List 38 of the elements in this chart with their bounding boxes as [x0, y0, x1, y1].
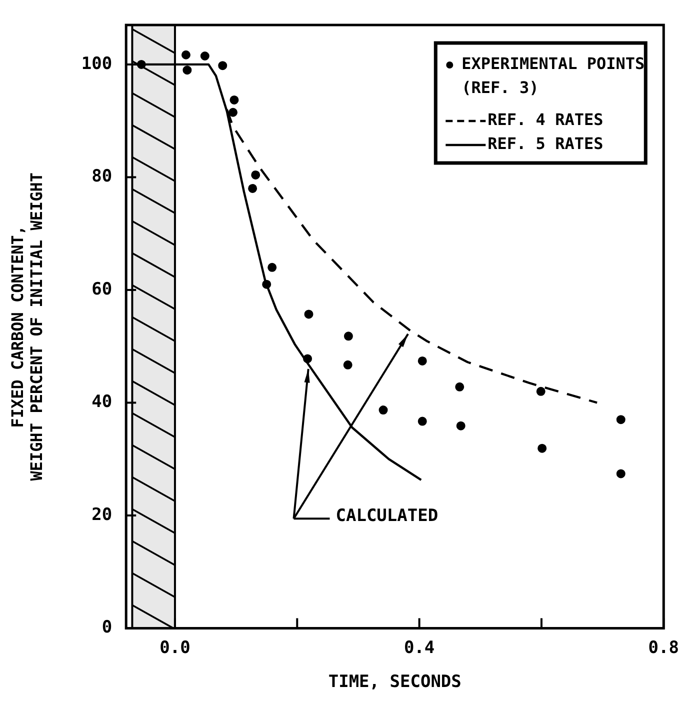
- point: [616, 469, 626, 478]
- point: [181, 50, 190, 60]
- y-tick-label: 40: [92, 392, 112, 412]
- point: [268, 262, 277, 272]
- point: [538, 444, 547, 453]
- legend-label: REF. 5 RATES: [488, 134, 604, 154]
- point: [248, 184, 258, 193]
- point: [378, 406, 388, 415]
- y-tick-label: 80: [92, 166, 112, 187]
- point: [344, 332, 353, 341]
- x-axis-title: TIME, SECONDS: [328, 672, 462, 692]
- y-axis-title: FIXED CARBON CONTENT, WEIGHT PERCENT OF INITIAL WEIGHT: [8, 172, 46, 481]
- point: [418, 416, 427, 426]
- y-tick-label: 20: [92, 504, 112, 525]
- legend-label: EXPERIMENTAL POINTS (REF. 3): [462, 54, 645, 98]
- point: [536, 386, 546, 396]
- point: [262, 280, 272, 289]
- point: [616, 415, 626, 424]
- point: [182, 66, 192, 75]
- y-tick-label: 100: [81, 54, 112, 74]
- x-tick-label: 0.0: [160, 638, 190, 658]
- point: [455, 382, 464, 392]
- point: [343, 360, 352, 370]
- y-tick-label: 0: [102, 618, 112, 638]
- point: [228, 108, 238, 117]
- point: [200, 52, 210, 61]
- y-tick-label: 60: [92, 279, 112, 300]
- point: [230, 95, 239, 104]
- x-tick-label: 0.4: [404, 638, 435, 658]
- point: [251, 170, 260, 180]
- point: [418, 356, 427, 366]
- point: [218, 61, 228, 70]
- point: [304, 310, 314, 319]
- x-tick-label: 0.8: [648, 638, 680, 658]
- legend-label: REF. 4 RATES: [488, 110, 604, 130]
- point: [456, 421, 466, 430]
- point: [303, 354, 312, 364]
- annotation: CALCULATED: [336, 506, 438, 526]
